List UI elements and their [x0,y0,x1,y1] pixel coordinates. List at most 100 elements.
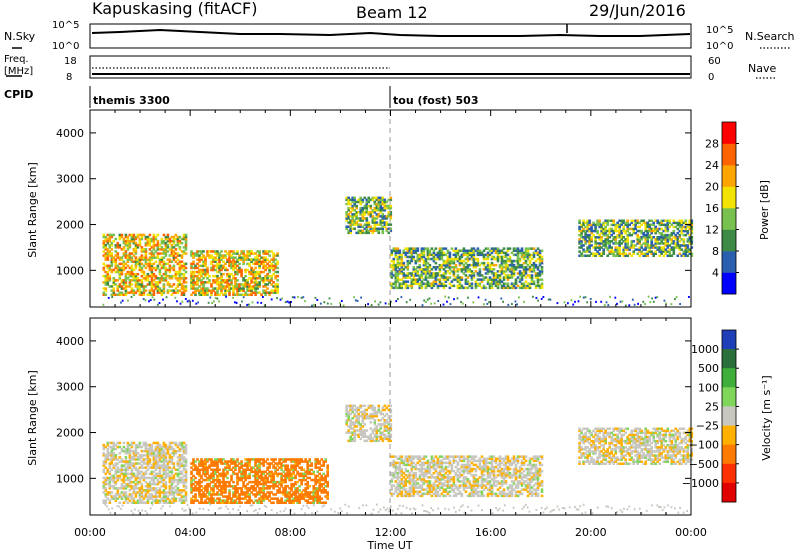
velocity-echo-cell [288,501,291,504]
velocity-echo-cell [126,485,130,488]
power-echo-cell [276,254,279,257]
power-echo-cell [351,227,354,230]
power-echo-cell [230,264,233,268]
power-echo-cell [379,211,383,214]
power-echo-cell [272,260,275,263]
power-echo-cell [383,204,387,208]
power-echo-cell [424,286,428,290]
power-echo-cell [164,279,168,282]
power-echo-cell [379,200,383,204]
velocity-echo-cell [222,468,225,471]
power-echo-cell [254,293,257,296]
power-echo-cell [218,281,221,284]
power-echo-cell [264,268,267,272]
power-echo-cell [518,286,522,290]
velocity-echo-cell [154,466,158,469]
velocity-echo-cell [224,460,227,463]
power-echo-cell [646,229,649,233]
power-echo-cell [182,262,186,266]
power-echo-cell [524,253,528,257]
velocity-echo-cell [284,495,287,498]
power-echo-cell [150,262,154,266]
velocity-echo-cell [284,474,287,478]
power-echo-cell [454,270,458,273]
power-echo-cell [262,279,265,282]
velocity-echo-cell [170,480,174,484]
power-echo-cell [196,279,199,282]
velocity-echo-cell [278,482,281,486]
velocity-echo-cell [216,470,219,474]
power-echo-cell [204,256,207,259]
power-echo-cell [438,282,442,285]
velocity-echo-cell [226,460,229,463]
power-echo-cell [234,281,237,284]
power-echo-cell [220,268,223,272]
power-echo-cell [678,246,682,249]
power-echo-cell [508,274,512,277]
power-echo-cell [400,263,404,267]
power-echo-cell [414,278,418,281]
power-echo-cell [604,238,607,241]
velocity-echo-cell [144,493,148,496]
power-echo-cell [236,283,239,286]
power-echo-cell [436,255,440,259]
velocity-echo-cell [214,485,217,488]
power-echo-cell [584,254,587,257]
power-echo-cell [204,270,207,274]
velocity-echo-cell [166,452,170,455]
power-echo-cell [418,278,422,281]
power-echo-cell [146,272,150,276]
power-echo-cell [144,289,148,292]
velocity-echo-cell [266,495,269,498]
velocity-echo-cell [122,487,126,490]
velocity-echo-cell [252,470,255,474]
power-echo-cell [150,279,154,282]
power-echo-cell [478,272,482,275]
velocity-echo-cell [136,462,140,465]
velocity-echo-cell [236,495,239,498]
velocity-echo-cell [252,501,255,504]
velocity-echo-cell [148,493,152,496]
power-echo-cell [369,198,373,202]
power-echo-cell [658,231,661,235]
power-echo-cell [624,231,627,235]
power-echo-cell [614,238,617,241]
power-echo-cell [345,227,348,230]
velocity-echo-cell [248,487,251,490]
velocity-echo-cell [162,452,166,455]
power-echo-cell [206,277,209,280]
power-echo-cell [670,233,674,237]
velocity-echo-cell [104,466,108,469]
power-echo-cell [234,283,237,286]
power-echo-cell [210,283,213,286]
power-echo-cell [654,296,657,299]
velocity-echo-cell [110,454,114,457]
power-echo-cell [526,263,530,267]
power-echo-region [390,247,544,290]
power-echo-cell [154,260,158,263]
velocity-echo-cell [262,458,265,461]
power-echo-cell [106,283,110,286]
velocity-echo-cell [190,487,193,490]
power-echo-cell [209,296,212,299]
velocity-echo-cell [110,462,114,465]
power-echo-cell [490,280,494,283]
power-echo-cell [353,223,356,226]
power-echo-cell [628,231,631,235]
velocity-echo-cell [156,441,160,445]
power-echo-cell [600,225,603,229]
power-echo-cell [660,250,663,253]
velocity-echo-cell [152,478,156,482]
power-echo-cell [347,225,350,228]
power-echo-cell [488,276,492,279]
power-echo-cell [470,257,474,261]
velocity-echo-cell [288,497,291,500]
power-echo-cell [598,221,601,225]
power-echo-cell [600,254,603,257]
velocity-echo-cell [104,462,108,465]
power-echo-cell [258,260,261,263]
velocity-echo-cell [260,487,263,490]
power-echo-cell [170,239,174,243]
power-echo-cell [654,250,657,253]
power-echo-cell [162,272,166,276]
